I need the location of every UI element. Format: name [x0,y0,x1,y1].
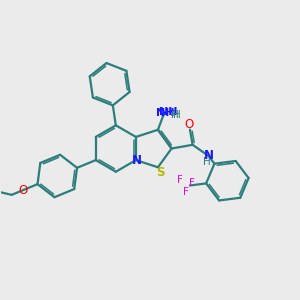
Text: H: H [171,110,179,120]
Text: S: S [156,166,164,179]
Text: O: O [184,118,194,131]
Text: F: F [177,176,183,185]
Text: F: F [189,178,195,188]
Text: N: N [204,149,214,162]
Text: O: O [18,184,27,197]
Text: NH: NH [159,107,177,117]
Text: H: H [203,158,211,167]
Text: N: N [132,154,142,166]
Text: NH: NH [156,108,175,118]
Text: H: H [173,110,181,119]
Text: F: F [183,187,189,197]
